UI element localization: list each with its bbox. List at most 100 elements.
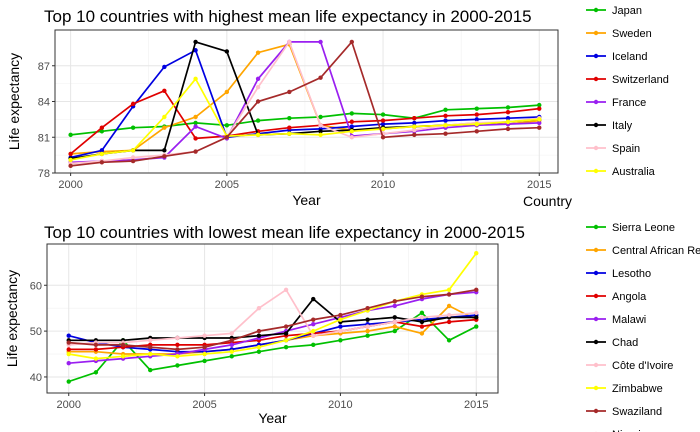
data-point bbox=[68, 132, 73, 138]
data-point bbox=[162, 148, 167, 153]
data-point bbox=[380, 126, 386, 132]
data-point bbox=[505, 110, 511, 115]
legend-key-point bbox=[593, 30, 599, 36]
data-point bbox=[283, 287, 289, 293]
legend-label: Iceland bbox=[612, 51, 647, 63]
legend-label: Switzerland bbox=[612, 74, 669, 86]
legend-key-point bbox=[593, 339, 599, 345]
data-point bbox=[318, 132, 323, 138]
legend-key-point bbox=[593, 247, 599, 253]
data-point bbox=[93, 370, 99, 375]
series-unlabeled-8 bbox=[68, 39, 542, 169]
y-tick-label: 87 bbox=[38, 61, 50, 73]
legend-item-top-6: Spain bbox=[586, 143, 640, 155]
data-point bbox=[162, 88, 167, 93]
data-point bbox=[318, 39, 323, 45]
data-point bbox=[224, 135, 230, 140]
legend-key-point bbox=[593, 76, 599, 82]
data-point bbox=[99, 151, 105, 157]
data-point bbox=[443, 123, 448, 128]
data-point bbox=[318, 75, 323, 80]
data-point bbox=[229, 354, 234, 359]
data-point bbox=[287, 39, 292, 45]
data-point bbox=[229, 342, 234, 348]
chart-panel-top: 2000 2005 2010 2015 78 81 84 87 Top 10 countries… bbox=[6, 7, 559, 208]
data-point bbox=[193, 136, 198, 141]
data-point bbox=[311, 342, 316, 348]
legend-label: Angola bbox=[612, 291, 647, 303]
data-point bbox=[256, 344, 262, 350]
legend-key-point bbox=[593, 145, 599, 151]
legend-item-bottom-1: Central African Republic bbox=[586, 245, 700, 257]
data-point bbox=[283, 344, 289, 350]
legend-label: France bbox=[612, 97, 646, 109]
data-point bbox=[175, 354, 180, 359]
legend-item-bottom-5: Chad bbox=[586, 337, 638, 349]
legend-item-bottom-3: Angola bbox=[586, 291, 647, 303]
data-point bbox=[287, 89, 292, 95]
data-point bbox=[224, 89, 230, 95]
data-point bbox=[446, 319, 452, 325]
legend-key-point bbox=[593, 53, 599, 59]
legend-key-point bbox=[593, 270, 599, 276]
data-point bbox=[202, 344, 207, 350]
series-line bbox=[70, 89, 540, 155]
data-point bbox=[193, 76, 198, 82]
data-point bbox=[99, 129, 105, 134]
legend-label: Spain bbox=[612, 143, 640, 155]
legend-key-point bbox=[593, 122, 599, 128]
data-point bbox=[446, 312, 452, 318]
data-point bbox=[311, 296, 316, 302]
data-point bbox=[311, 317, 316, 322]
legend-item-top-4: France bbox=[586, 97, 646, 109]
data-point bbox=[446, 338, 452, 343]
series-swaziland bbox=[66, 287, 479, 352]
data-point bbox=[193, 39, 198, 45]
data-point bbox=[68, 157, 73, 163]
legend-key-point bbox=[593, 362, 599, 368]
data-point bbox=[419, 319, 425, 325]
data-point bbox=[318, 123, 323, 128]
legend-label: Nigeria bbox=[612, 429, 648, 432]
data-point bbox=[162, 114, 167, 120]
data-point bbox=[202, 358, 207, 364]
data-point bbox=[537, 125, 542, 130]
data-point bbox=[66, 351, 71, 357]
data-point bbox=[392, 299, 397, 304]
data-point bbox=[99, 125, 105, 130]
data-point bbox=[66, 379, 71, 384]
data-point bbox=[287, 115, 292, 121]
data-point bbox=[537, 102, 542, 108]
legend-label: Sierra Leone bbox=[612, 222, 675, 234]
data-point bbox=[148, 338, 153, 343]
data-point bbox=[392, 303, 397, 309]
data-point bbox=[311, 328, 316, 334]
data-point bbox=[380, 112, 386, 117]
data-point bbox=[148, 344, 153, 350]
legend-label: Côte d'Ivoire bbox=[612, 360, 673, 372]
data-point bbox=[474, 112, 479, 117]
data-point bbox=[66, 333, 71, 338]
data-point bbox=[412, 127, 417, 133]
data-point bbox=[283, 331, 289, 336]
data-point bbox=[349, 124, 355, 129]
legend-label: Italy bbox=[612, 120, 633, 132]
data-point bbox=[443, 107, 448, 113]
data-point bbox=[318, 114, 323, 120]
legend-item-bottom-4: Malawi bbox=[586, 314, 646, 326]
legend-item-top-7: Australia bbox=[586, 166, 656, 178]
data-point bbox=[474, 121, 479, 127]
x-tick-label: 2010 bbox=[371, 179, 395, 191]
data-point bbox=[419, 315, 425, 320]
data-point bbox=[419, 310, 425, 315]
data-point bbox=[412, 124, 417, 129]
data-point bbox=[256, 305, 262, 311]
series-line bbox=[68, 252, 477, 360]
series-c-te-d-ivoire bbox=[66, 287, 479, 348]
data-point bbox=[338, 324, 343, 329]
legend-key-point bbox=[593, 316, 599, 322]
data-point bbox=[505, 115, 511, 121]
data-point bbox=[392, 328, 397, 334]
data-point bbox=[349, 111, 355, 116]
